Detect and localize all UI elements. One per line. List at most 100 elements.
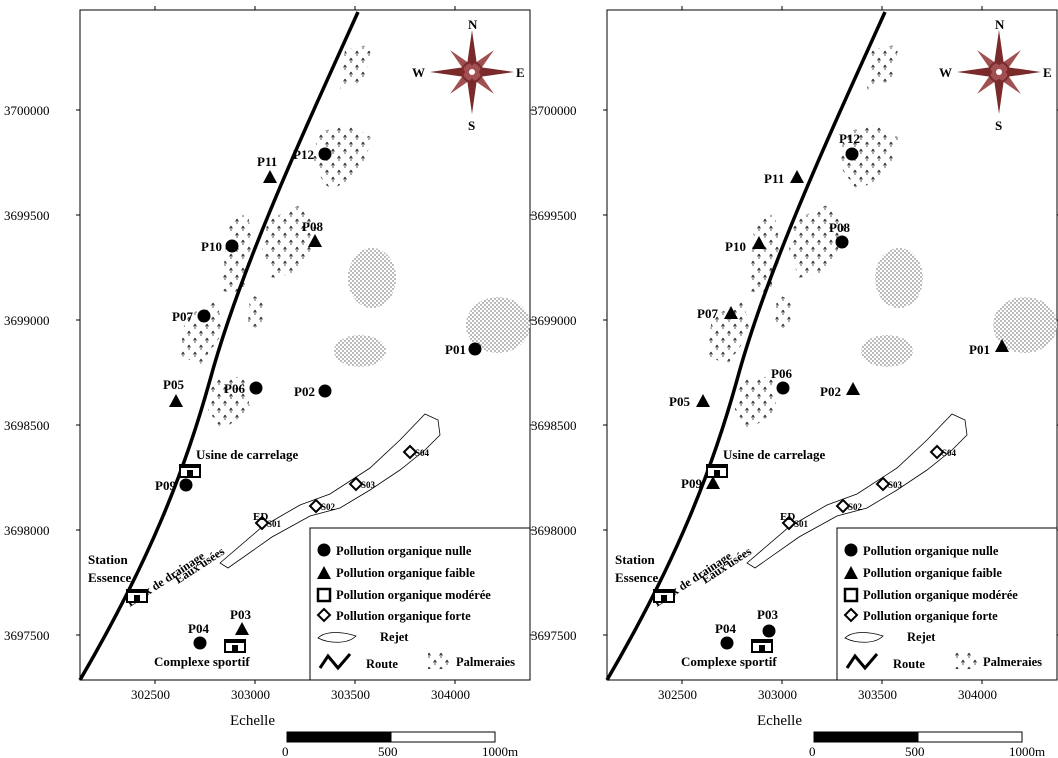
well-marker-p04 xyxy=(193,636,207,650)
scale-bar-black xyxy=(813,731,919,743)
legend-forte-icon xyxy=(316,607,332,623)
sample-label: S03 xyxy=(888,480,903,490)
legend-palmeraies-label: Palmeraies xyxy=(456,655,515,669)
y-tick-label: 3698500 xyxy=(4,418,50,433)
sample-label: S02 xyxy=(848,502,863,512)
palm-grove xyxy=(789,205,847,278)
sample-point-s xyxy=(929,444,945,460)
palm-grove xyxy=(867,44,899,90)
legend-palm-icon xyxy=(428,653,450,669)
sample-label: S02 xyxy=(321,502,336,512)
essence-label: Essence xyxy=(88,570,132,585)
complexe-building-icon xyxy=(751,639,773,653)
legend-moderee-label: Pollution organique modérée xyxy=(336,588,491,602)
compass-east-label: E xyxy=(516,65,525,80)
legend-nulle-icon xyxy=(844,543,858,557)
compass-north-label: N xyxy=(468,17,478,32)
well-label-p09: P09 xyxy=(681,476,702,491)
ed-label: ED xyxy=(780,511,795,523)
essence-label: Essence xyxy=(615,570,659,585)
legend-rejet-label: Rejet xyxy=(907,630,936,644)
well-label-p02: P02 xyxy=(820,384,841,399)
well-marker-p06 xyxy=(249,381,263,395)
legend-moderee-icon xyxy=(843,587,859,603)
well-label-p03: P03 xyxy=(757,607,778,622)
well-label-p03: P03 xyxy=(230,607,251,622)
station-building-icon xyxy=(653,589,675,603)
well-marker-p12 xyxy=(845,147,859,161)
palm-grove xyxy=(312,125,372,190)
well-label-p08: P08 xyxy=(829,220,850,235)
legend-nulle-icon xyxy=(317,543,331,557)
well-marker-p02 xyxy=(318,384,332,398)
legend-nulle-label: Pollution organique nulle xyxy=(863,544,999,558)
well-label-p06: P06 xyxy=(224,381,245,396)
station-label: Station xyxy=(88,552,129,567)
legend-faible-label: Pollution organique faible xyxy=(863,566,1002,580)
sample-point-s xyxy=(835,498,851,514)
sample-point-s xyxy=(254,515,270,531)
complexe-building-icon xyxy=(224,639,246,653)
well-marker-p12 xyxy=(318,147,332,161)
palm-grove xyxy=(735,376,777,430)
dotted-zone xyxy=(993,297,1057,353)
well-marker-p03 xyxy=(235,622,249,635)
palm-grove xyxy=(208,376,250,430)
legend-nulle-label: Pollution organique nulle xyxy=(336,544,472,558)
y-tick-label: 3698500 xyxy=(531,418,577,433)
sample-label: S01 xyxy=(267,519,282,529)
compass-rose-icon xyxy=(430,30,514,114)
scale-title: Echelle xyxy=(230,713,275,729)
dotted-zone xyxy=(861,335,913,367)
scale-bar-white xyxy=(917,731,1023,743)
well-marker-p05 xyxy=(169,394,183,407)
y-tick-label: 3699000 xyxy=(4,313,50,328)
well-label-p07: P07 xyxy=(172,309,193,324)
legend-forte-icon xyxy=(843,607,859,623)
x-tick-label: 303500 xyxy=(858,687,897,702)
legend-rejet-label: Rejet xyxy=(380,630,409,644)
x-tick-label: 302500 xyxy=(658,687,697,702)
well-marker-p01 xyxy=(468,342,482,356)
compass-west-label: W xyxy=(412,65,425,80)
legend-faible-icon xyxy=(844,566,858,579)
sample-label: S04 xyxy=(415,448,430,458)
well-label-p05: P05 xyxy=(163,377,184,392)
scale-label: 500 xyxy=(378,744,398,758)
rejet-channel xyxy=(746,413,968,569)
scale-title: Echelle xyxy=(757,713,802,729)
map-panel-left: 3700000 3699500 3699000 3698500 3698000 36975… xyxy=(4,6,534,758)
usine-label: Usine de carrelage xyxy=(196,447,299,462)
y-tick-label: 3700000 xyxy=(4,103,50,118)
palm-grove xyxy=(340,44,372,90)
well-marker-p08 xyxy=(308,234,322,247)
well-label-p10: P10 xyxy=(201,239,222,254)
scale-label: 0 xyxy=(809,744,816,758)
well-label-p02: P02 xyxy=(294,384,315,399)
well-label-p12: P12 xyxy=(839,131,860,146)
well-marker-p10 xyxy=(752,236,766,249)
well-label-p07: P07 xyxy=(697,306,718,321)
well-marker-p02 xyxy=(846,382,860,395)
compass-rose-icon xyxy=(957,30,1041,114)
well-label-p10: P10 xyxy=(725,239,746,254)
y-tick-label: 3699500 xyxy=(531,208,577,223)
legend-faible-icon xyxy=(317,566,331,579)
legend-faible-label: Pollution organique faible xyxy=(336,566,475,580)
dotted-zone xyxy=(466,297,530,353)
y-tick-label: 3697500 xyxy=(531,628,577,643)
sample-label: S03 xyxy=(361,480,376,490)
usine-label: Usine de carrelage xyxy=(723,447,826,462)
legend-rejet-icon xyxy=(317,632,357,643)
well-marker-p04 xyxy=(720,636,734,650)
well-label-p01: P01 xyxy=(445,342,466,357)
well-marker-p09 xyxy=(179,478,193,492)
well-marker-p07 xyxy=(197,309,211,323)
palm-grove xyxy=(839,125,899,190)
legend-forte-label: Pollution organique forte xyxy=(336,609,471,623)
compass-south-label: S xyxy=(468,118,475,133)
well-marker-p01 xyxy=(995,339,1009,352)
well-label-p04: P04 xyxy=(715,621,736,636)
well-label-p04: P04 xyxy=(188,621,209,636)
well-marker-p06 xyxy=(776,381,790,395)
